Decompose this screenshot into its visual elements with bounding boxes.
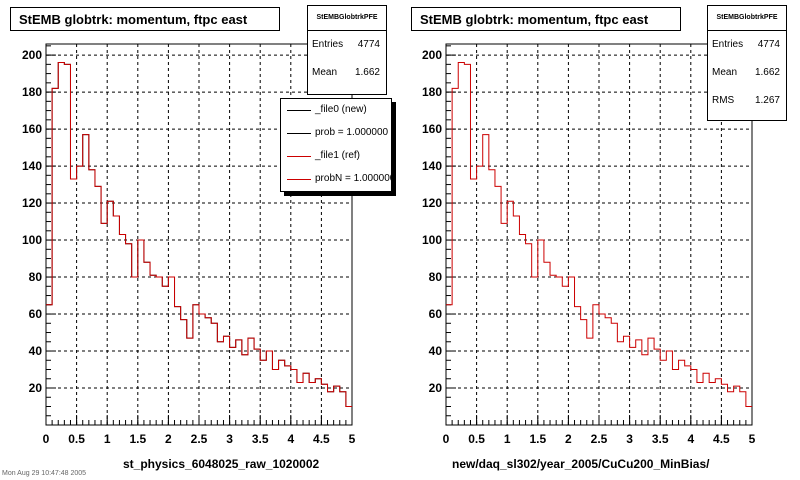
left-x-tick-label-10: 5 <box>349 432 356 446</box>
left-stats-mean-value: 1.662 <box>354 67 380 78</box>
right-y-tick-label-4: 100 <box>422 233 442 247</box>
left-y-tick-label-6: 140 <box>22 159 42 173</box>
left-x-tick-label-5: 2.5 <box>191 432 208 446</box>
legend-line-file1 <box>287 156 311 157</box>
right-x-tick-label-0: 0 <box>443 432 450 446</box>
legend-entry-file1: _file1 (ref) <box>281 145 391 168</box>
right-stats-mean-value: 1.662 <box>754 67 780 78</box>
right-series-0 <box>446 61 752 408</box>
left-x-tick-label-0: 0 <box>43 432 50 446</box>
left-y-tick-label-9: 200 <box>22 48 42 62</box>
legend-entry-prob: prob = 1.000000 <box>281 122 391 145</box>
right-stats-entries-label: Entries <box>712 39 744 50</box>
legend-entry-file0: _file0 (new) <box>281 99 391 122</box>
right-y-tick-label-5: 120 <box>422 196 442 210</box>
right-x-tick-label-7: 3.5 <box>652 432 669 446</box>
right-chart-title-text: StEMB globtrk: momentum, ftpc east <box>420 12 649 27</box>
legend-label-file0: _file0 (new) <box>315 104 367 115</box>
legend-entry-probn: probN = 1.000000 <box>281 168 391 191</box>
right-y-tick-label-9: 200 <box>422 48 442 62</box>
right-x-tick-label-9: 4.5 <box>713 432 730 446</box>
left-stats-entries-row: Entries 4774 <box>308 31 386 59</box>
left-y-tick-label-7: 160 <box>22 122 42 136</box>
right-x-tick-label-8: 4 <box>687 432 694 446</box>
legend-label-file1: _file1 (ref) <box>315 150 361 161</box>
left-x-tick-label-6: 3 <box>226 432 233 446</box>
right-y-tick-label-6: 140 <box>422 159 442 173</box>
right-x-tick-label-3: 1.5 <box>529 432 546 446</box>
right-stats-rms-label: RMS <box>712 95 735 106</box>
left-stats-box: StEMBGlobtrkPFE Entries 4774 Mean 1.662 <box>307 5 387 95</box>
right-y-tick-label-2: 60 <box>429 307 443 321</box>
right-stats-rms-row: RMS 1.267 <box>708 87 786 115</box>
right-stats-entries-value: 4774 <box>757 39 780 50</box>
left-y-tick-label-3: 80 <box>29 270 43 284</box>
right-y-tick-label-0: 20 <box>429 381 443 395</box>
legend-line-probn <box>287 179 311 180</box>
right-y-tick-label-3: 80 <box>429 270 443 284</box>
right-x-tick-label-5: 2.5 <box>591 432 608 446</box>
left-stats-title: StEMBGlobtrkPFE <box>308 6 386 31</box>
right-x-axis-label: new/daq_sl302/year_2005/CuCu200_MinBias/ <box>452 457 710 471</box>
left-y-tick-label-4: 100 <box>22 233 42 247</box>
right-y-tick-label-1: 40 <box>429 344 443 358</box>
legend-label-prob: prob = 1.000000 <box>315 127 389 138</box>
left-y-tick-label-0: 20 <box>29 381 43 395</box>
left-x-tick-label-2: 1 <box>104 432 111 446</box>
right-y-tick-label-8: 180 <box>422 85 442 99</box>
legend-line-file0 <box>287 110 311 111</box>
timestamp-footer: Mon Aug 29 10:47:48 2005 <box>2 470 87 477</box>
left-chart-title-text: StEMB globtrk: momentum, ftpc east <box>19 12 248 27</box>
right-x-tick-label-4: 2 <box>565 432 572 446</box>
left-stats-entries-label: Entries <box>312 39 344 50</box>
left-legend: _file0 (new) prob = 1.000000 _file1 (ref… <box>280 98 392 192</box>
right-x-tick-label-6: 3 <box>626 432 633 446</box>
right-x-tick-label-2: 1 <box>504 432 511 446</box>
left-y-tick-label-1: 40 <box>29 344 43 358</box>
right-stats-mean-label: Mean <box>712 67 738 78</box>
left-y-tick-label-2: 60 <box>29 307 43 321</box>
left-x-tick-label-3: 1.5 <box>129 432 146 446</box>
right-chart-title: StEMB globtrk: momentum, ftpc east <box>411 7 681 31</box>
left-series-1 <box>46 61 352 408</box>
left-stats-entries-value: 4774 <box>357 39 380 50</box>
right-y-tick-label-7: 160 <box>422 122 442 136</box>
left-x-tick-label-8: 4 <box>287 432 294 446</box>
left-x-axis-label: st_physics_6048025_raw_1020002 <box>123 457 320 471</box>
left-y-tick-label-5: 120 <box>22 196 42 210</box>
right-stats-mean-row: Mean 1.662 <box>708 59 786 87</box>
left-x-tick-label-4: 2 <box>165 432 172 446</box>
right-stats-title: StEMBGlobtrkPFE <box>708 6 786 31</box>
left-x-tick-label-9: 4.5 <box>313 432 330 446</box>
right-x-tick-label-1: 0.5 <box>468 432 485 446</box>
left-y-tick-label-8: 180 <box>22 85 42 99</box>
left-x-tick-label-7: 3.5 <box>252 432 269 446</box>
left-stats-mean-row: Mean 1.662 <box>308 59 386 87</box>
left-stats-mean-label: Mean <box>312 67 338 78</box>
right-plot-area <box>446 44 752 425</box>
right-x-tick-label-10: 5 <box>749 432 756 446</box>
left-x-tick-label-1: 0.5 <box>68 432 85 446</box>
right-stats-box: StEMBGlobtrkPFE Entries 4774 Mean 1.662 … <box>707 5 787 121</box>
right-stats-rms-value: 1.267 <box>754 95 780 106</box>
left-chart-title: StEMB globtrk: momentum, ftpc east <box>10 7 280 31</box>
legend-line-prob <box>287 133 311 134</box>
right-stats-entries-row: Entries 4774 <box>708 31 786 59</box>
legend-label-probn: probN = 1.000000 <box>315 173 392 184</box>
